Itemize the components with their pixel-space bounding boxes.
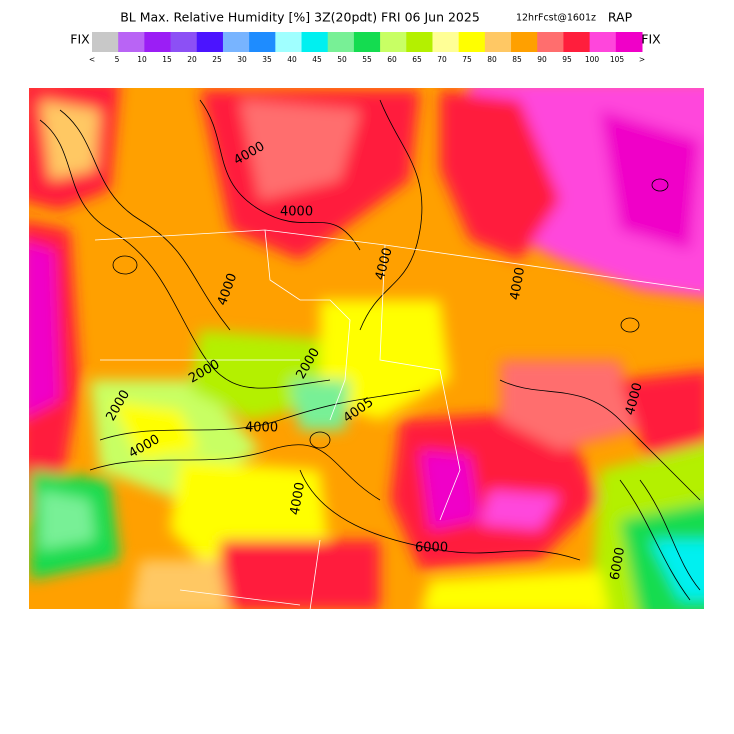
color-swatch — [563, 32, 591, 52]
color-bar-tick-label: 70 — [437, 55, 447, 64]
color-swatch — [458, 32, 486, 52]
title: BL Max. Relative Humidity [%] 3Z(20pdt) … — [120, 10, 480, 25]
color-bar-tick-label: 15 — [162, 55, 172, 64]
color-bar-tick-label: 25 — [212, 55, 222, 64]
map: 4000 4000 4000 2000 4000 2000 4000 4000 … — [29, 88, 704, 609]
color-bar-tick-label: 95 — [562, 55, 572, 64]
fix-left: FIX — [70, 32, 90, 47]
color-bar-tick-label: 30 — [237, 55, 247, 64]
color-bar-tick-label: 45 — [312, 55, 322, 64]
color-swatch — [484, 32, 512, 52]
color-bar-tick-label: 60 — [387, 55, 397, 64]
forecast-label: 12hrFcst@1601z — [516, 13, 596, 24]
color-bar-tick-label: > — [639, 55, 645, 64]
color-swatch — [301, 32, 329, 52]
color-bar-tick-label: 100 — [585, 55, 600, 64]
color-bar-tick-label: 55 — [362, 55, 372, 64]
color-bar-tick-label: 90 — [537, 55, 547, 64]
color-bar-tick-label: 75 — [462, 55, 472, 64]
color-bar-tick-label: < — [89, 55, 95, 64]
color-swatch — [615, 32, 643, 52]
color-bar-tick-label: 5 — [115, 55, 120, 64]
color-swatch — [275, 32, 303, 52]
color-swatch — [144, 32, 172, 52]
color-bar-tick-label: 10 — [137, 55, 147, 64]
contour-label: 4000 — [245, 421, 278, 436]
color-swatch — [118, 32, 145, 52]
color-bar-tick-label: 35 — [262, 55, 272, 64]
contour-label: 6000 — [608, 546, 629, 581]
color-bar-tick-label: 20 — [187, 55, 197, 64]
fix-right: FIX — [641, 32, 661, 47]
color-swatch — [196, 32, 224, 52]
color-swatch — [327, 32, 355, 52]
color-swatch — [170, 32, 198, 52]
color-swatch — [511, 32, 538, 52]
borders — [94, 229, 701, 609]
humidity-field — [29, 88, 704, 609]
color-swatch — [432, 32, 460, 52]
color-bar-tick-label: 40 — [287, 55, 297, 64]
color-swatch — [537, 32, 564, 52]
contour-label: 4000 — [508, 266, 529, 301]
contour-label: 4000 — [280, 205, 313, 220]
color-bar-tick-label: 105 — [610, 55, 625, 64]
color-bar-tick-label: 80 — [487, 55, 497, 64]
color-swatch — [589, 32, 617, 52]
color-bar-tick-label: 50 — [337, 55, 347, 64]
color-swatch — [406, 32, 433, 52]
model-label: RAP — [608, 10, 633, 25]
contour-label: 4000 — [288, 481, 309, 516]
color-swatch — [92, 32, 119, 52]
contours — [39, 99, 701, 601]
color-swatch — [380, 32, 407, 52]
color-swatch — [222, 32, 250, 52]
color-bar-tick-label: 85 — [512, 55, 522, 64]
color-bar: <5 10 15 20 25 30 35 40 45 50 55 60 65 70 75 80 85 90 95 10… — [89, 32, 645, 64]
color-swatch — [249, 32, 276, 52]
color-bar-tick-label: 65 — [412, 55, 422, 64]
color-swatch — [353, 32, 381, 52]
contour-label: 6000 — [415, 541, 448, 556]
